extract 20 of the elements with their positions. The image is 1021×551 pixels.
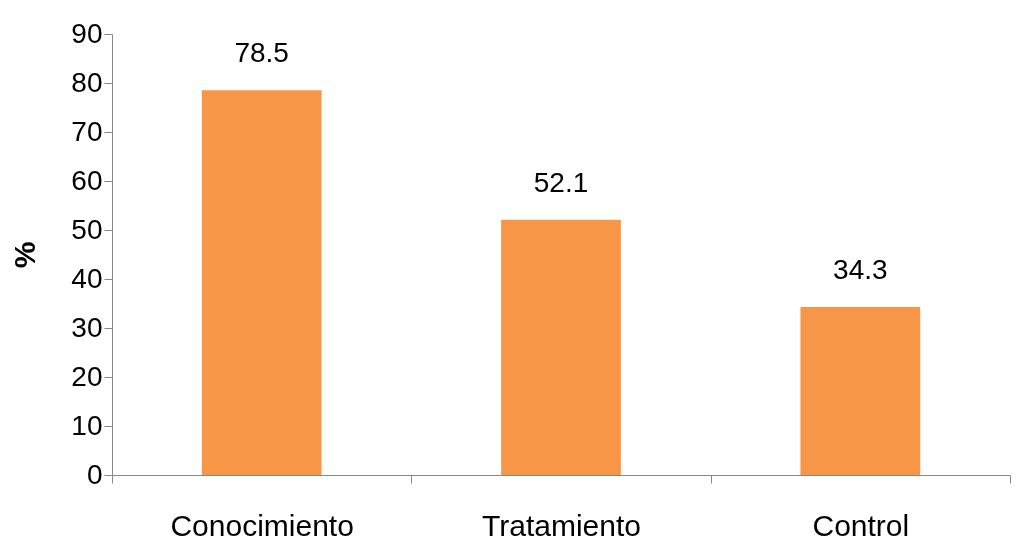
y-tick-label: 80: [71, 66, 103, 98]
y-tick-label: 60: [71, 164, 103, 196]
x-tick-label: Tratamiento: [482, 508, 641, 542]
y-tick-label: 30: [71, 311, 103, 343]
y-tick-label: 50: [71, 213, 103, 245]
y-tick-label: 10: [71, 409, 103, 441]
x-tick-label: Conocimiento: [170, 508, 354, 542]
bar: [501, 219, 621, 475]
data-label: 78.5: [234, 37, 289, 69]
y-tick-label: 0: [86, 458, 103, 490]
x-tick-label: Control: [812, 508, 910, 542]
y-tick-label: 70: [71, 115, 103, 147]
y-tick-label: 90: [71, 17, 103, 49]
y-axis-title: %: [8, 241, 42, 269]
data-label: 34.3: [833, 253, 888, 285]
y-tick-label: 40: [71, 262, 103, 294]
data-label: 52.1: [533, 166, 589, 198]
y-tick-label: 20: [71, 360, 103, 392]
bar: [800, 306, 921, 475]
bar: [201, 90, 322, 475]
